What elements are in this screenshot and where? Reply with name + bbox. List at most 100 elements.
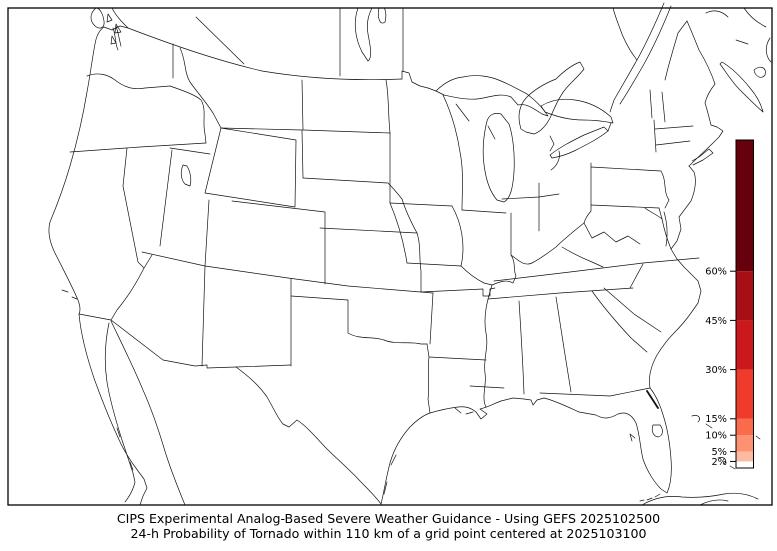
state-line-id-mt [179, 47, 222, 129]
state-line-ca-nv [110, 147, 145, 321]
state-line-ks-ne [319, 227, 418, 234]
state-line-ok-east [429, 292, 434, 345]
state-line-nd-sd [302, 129, 391, 134]
lake-huron [518, 61, 585, 135]
florida-barrier-island [646, 390, 659, 409]
mississippi-river-lower [483, 284, 493, 408]
lake-okeechobee [651, 424, 663, 438]
nova-scotia [719, 61, 764, 113]
colorbar-tick-label: 10% [705, 431, 727, 442]
mississippi-river-mid [460, 265, 493, 286]
red-river-north [385, 79, 391, 134]
state-line-wv-va [583, 222, 641, 245]
rio-grande [235, 366, 382, 505]
colorbar-segment [736, 320, 754, 370]
state-line-42n [69, 142, 207, 153]
state-line-colorado [231, 200, 326, 285]
florida-keys [639, 493, 661, 502]
lake-erie [549, 126, 609, 159]
lake-winnipeg [354, 7, 373, 62]
state-line-ut-north [169, 147, 211, 155]
colorbar-tick-label: 60% [705, 267, 727, 278]
state-line-ia-mo [406, 262, 462, 267]
state-line-az-nm [201, 265, 206, 367]
state-line-la-ms [469, 385, 505, 389]
ottawa-river [612, 7, 638, 61]
long-island [691, 148, 714, 166]
lake-manitoba [378, 7, 387, 24]
colorbar-tick-label: 30% [705, 365, 727, 376]
state-line-nm-tx-32n [235, 364, 292, 368]
colorbar-segment [736, 451, 754, 462]
state-line-tx-ok [290, 295, 428, 345]
michigan-thumb [550, 150, 560, 171]
colorbar-segment [736, 461, 754, 468]
figure-caption: CIPS Experimental Analog-Based Severe We… [0, 511, 777, 541]
lake-ontario [540, 98, 614, 124]
lake-champlain [649, 89, 653, 119]
state-line-wi-il [461, 209, 507, 214]
vancouver-island [90, 7, 105, 29]
channel-islands [61, 289, 78, 300]
pacific-coast [48, 25, 129, 315]
state-line-mt-nd [301, 79, 304, 131]
state-line-ky-tn [493, 262, 644, 282]
colorbar-segment [736, 271, 754, 321]
baja-west-coast [78, 313, 148, 506]
colorbar: 2%5% 10% 15% 30% 45% 60% [705, 139, 754, 469]
state-line-va-nc [642, 257, 700, 264]
gulf-coast [380, 387, 672, 505]
state-line-37n [141, 251, 434, 294]
baja-east-coast [104, 322, 136, 503]
state-line-mn-ia [389, 202, 453, 207]
lake-michigan [482, 113, 515, 203]
state-line-il-in [510, 212, 517, 284]
cuba-coast [641, 492, 759, 506]
cape-breton [753, 66, 766, 78]
niagara-river [607, 122, 612, 132]
ohio-river [491, 222, 585, 286]
colorbar-tick-label: 45% [705, 316, 727, 327]
new-england-coast [686, 20, 724, 167]
state-line-ms-al [518, 300, 525, 395]
state-line-nc-sc [603, 287, 662, 333]
conus-basemap [48, 2, 772, 506]
colorbar-tick-label: 15% [705, 414, 727, 425]
state-line-ky-va [561, 246, 604, 268]
state-line-ma [654, 125, 694, 146]
state-line-tx-east [426, 343, 431, 414]
colorbar-segment [736, 435, 754, 452]
canada-border-mn [401, 70, 437, 92]
map-frame [7, 7, 773, 506]
state-line-wi-west [442, 94, 463, 211]
state-line-or-id [169, 85, 207, 144]
state-line-mi-south [501, 193, 560, 200]
caption-line-2: 24-h Probability of Tornado within 110 k… [130, 526, 647, 541]
state-line-wyoming [204, 127, 297, 208]
state-line-mo-ar [420, 287, 496, 297]
province-line [195, 16, 245, 65]
colorbar-tick-label: 2% [711, 457, 727, 468]
state-line-sd-ne [302, 177, 403, 200]
state-line-ga-sc [591, 290, 648, 353]
mississippi-delta [454, 407, 474, 415]
potomac-river [644, 207, 663, 220]
colorbar-tick-label: 5% [711, 447, 727, 458]
state-line-oh-pa [583, 162, 592, 224]
state-line-tn-nc [629, 263, 644, 289]
colorbar-segment [736, 418, 754, 436]
caption-line-1: CIPS Experimental Analog-Based Severe We… [116, 511, 661, 526]
delmarva-coast [670, 165, 696, 250]
lake-st-clair [549, 135, 555, 152]
state-line-ut-co [204, 199, 210, 267]
colorbar-segment [736, 369, 754, 419]
state-line-ia-east [451, 205, 464, 267]
state-line-35n [487, 287, 634, 300]
state-line-ia-west [389, 202, 408, 264]
colorbar-outline [735, 139, 754, 469]
state-line-nv-az [143, 254, 153, 269]
state-line-vt-nh [661, 91, 666, 123]
state-line-sd-west [301, 129, 304, 179]
